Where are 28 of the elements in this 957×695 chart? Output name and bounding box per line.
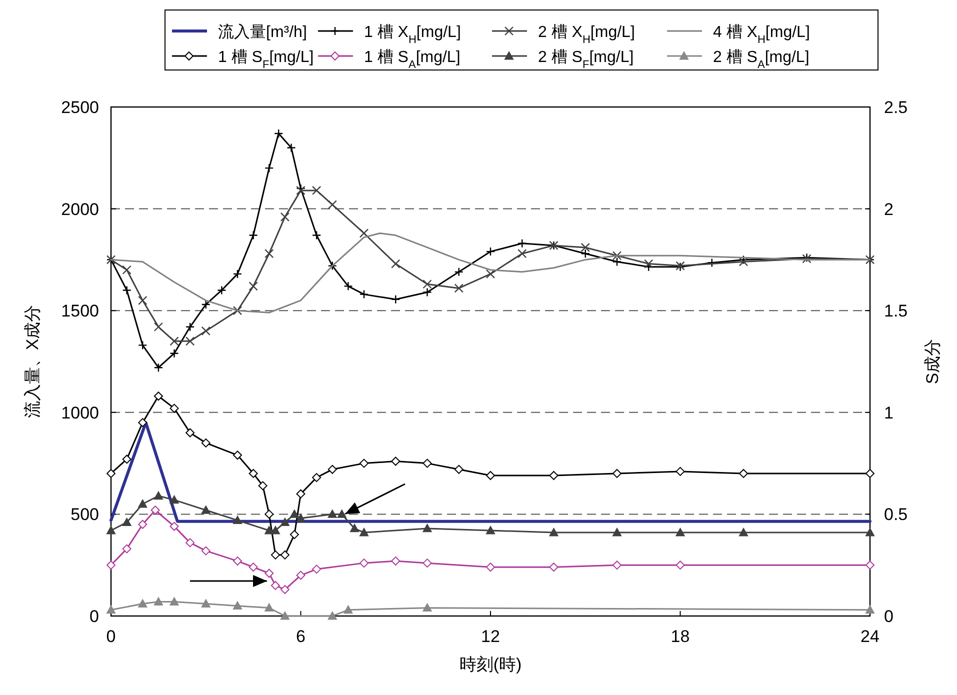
y-tick-label: 2500 [61,98,99,117]
y-tick-label: 1000 [61,403,99,422]
y-axis-title: 流入量、X成分 [23,304,42,418]
y2-tick-label: 2 [884,200,894,219]
legend-label: 1 槽 S$_{F}$[mg/L] [218,48,314,71]
legend-label: 2 槽 S$_{A}$[mg/L] [713,48,810,71]
y-tick-label: 2000 [61,200,99,219]
y2-tick-label: 0.5 [884,505,908,524]
x-tick-label: 12 [481,627,500,646]
legend-label: 流入量[m³/h] [218,23,307,41]
x-tick-label: 6 [296,627,306,646]
legend-label: 4 槽 X$_{H}$[mg/L] [713,23,810,46]
x-tick-label: 24 [860,627,880,646]
x-tick-label: 0 [106,627,116,646]
y-tick-label: 0 [90,607,99,626]
y2-tick-label: 1 [884,403,894,422]
y2-tick-label: 1.5 [884,302,908,321]
x-tick-label: 18 [670,627,690,646]
legend-label: 2 槽 X$_{H}$[mg/L] [538,23,635,46]
legend-label: 1 槽 S$_{A}$[mg/L] [364,48,460,71]
y2-tick-label: 2.5 [884,98,908,117]
y-tick-label: 1500 [61,302,99,321]
y2-tick-label: 0 [884,607,894,626]
y-tick-label: 500 [70,505,99,524]
legend-label: 1 槽 X$_{H}$[mg/L] [364,23,461,46]
x-axis-title: 時刻(時) [459,655,522,674]
y2-axis-title: S成分 [923,338,942,384]
legend-label: 2 槽 S$_{F}$[mg/L] [538,48,634,71]
